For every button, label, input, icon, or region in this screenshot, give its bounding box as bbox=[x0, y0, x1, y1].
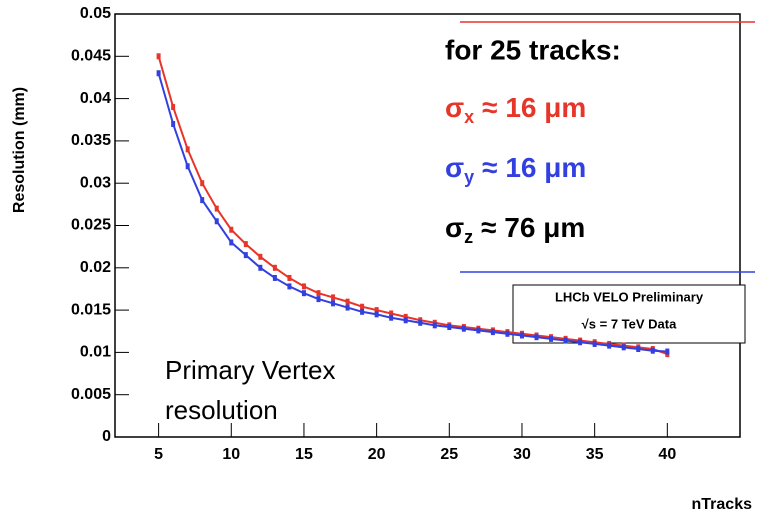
point bbox=[621, 344, 626, 351]
x-tick-label: 35 bbox=[586, 446, 604, 463]
point bbox=[301, 283, 306, 290]
point bbox=[578, 339, 583, 346]
x-tick-label: 5 bbox=[154, 446, 163, 463]
sigma-text: ≈ 16 μm bbox=[482, 92, 586, 123]
x-tick-label: 30 bbox=[513, 446, 531, 463]
x-tick-label: 40 bbox=[658, 446, 676, 463]
y-tick-label: 0.045 bbox=[71, 48, 111, 65]
fit-line bbox=[157, 72, 668, 353]
y-tick-label: 0 bbox=[102, 428, 111, 445]
point bbox=[534, 334, 539, 341]
x-tick-label: 25 bbox=[440, 446, 458, 463]
y-tick-label: 0.015 bbox=[71, 301, 111, 318]
point bbox=[607, 342, 612, 349]
point bbox=[258, 253, 263, 260]
y-tick-label: 0.005 bbox=[71, 386, 111, 403]
x-tick-label: 20 bbox=[368, 446, 386, 463]
point bbox=[185, 163, 190, 170]
sigma-annotation: σy ≈ 16 μm bbox=[445, 152, 586, 186]
info-text: √s = 7 TeV Data bbox=[582, 316, 677, 331]
point bbox=[636, 346, 641, 353]
sigma-symbol: σ bbox=[445, 152, 464, 183]
point bbox=[200, 197, 205, 204]
point bbox=[432, 322, 437, 329]
point bbox=[476, 327, 481, 334]
point bbox=[287, 283, 292, 290]
y-tick-label: 0.03 bbox=[80, 174, 111, 191]
point bbox=[214, 218, 219, 225]
note-text: Primary Vertex bbox=[165, 355, 336, 385]
info-text: LHCb VELO Preliminary bbox=[555, 289, 704, 304]
point bbox=[389, 314, 394, 321]
sigma-sub: z bbox=[464, 227, 473, 247]
sigma-text: ≈ 16 μm bbox=[482, 152, 586, 183]
point bbox=[243, 252, 248, 259]
fit-line bbox=[157, 56, 668, 356]
point bbox=[461, 325, 466, 332]
annotation-header: for 25 tracks: bbox=[445, 34, 621, 65]
info-box bbox=[512, 284, 746, 344]
point bbox=[403, 317, 408, 324]
sigma-symbol: σ bbox=[445, 212, 464, 243]
point bbox=[345, 304, 350, 311]
point bbox=[272, 264, 277, 271]
sigma-symbol: σ bbox=[445, 92, 464, 123]
point bbox=[505, 330, 510, 337]
point bbox=[374, 311, 379, 318]
point bbox=[287, 274, 292, 281]
point bbox=[301, 290, 306, 297]
point bbox=[258, 264, 263, 271]
sigma-annotation: σz ≈ 76 μm bbox=[445, 212, 585, 246]
note-text: resolution bbox=[165, 395, 278, 425]
point bbox=[650, 347, 655, 354]
point bbox=[156, 53, 161, 60]
point bbox=[447, 324, 452, 331]
point bbox=[171, 104, 176, 111]
point bbox=[549, 335, 554, 342]
point bbox=[185, 146, 190, 153]
y-axis-label: Resolution (mm) bbox=[11, 87, 28, 213]
y-tick-label: 0.035 bbox=[71, 132, 111, 149]
point bbox=[592, 340, 597, 347]
sigma-sub: x bbox=[464, 107, 474, 127]
point bbox=[360, 308, 365, 315]
point bbox=[374, 307, 379, 314]
point bbox=[563, 337, 568, 344]
point bbox=[229, 226, 234, 233]
x-tick-label: 15 bbox=[295, 446, 313, 463]
point bbox=[490, 329, 495, 336]
point bbox=[316, 296, 321, 303]
point bbox=[418, 319, 423, 326]
y-tick-label: 0.02 bbox=[80, 259, 111, 276]
point bbox=[156, 70, 161, 77]
point bbox=[331, 294, 336, 301]
y-tick-label: 0.01 bbox=[80, 344, 111, 361]
point bbox=[272, 274, 277, 281]
sigma-text: ≈ 76 μm bbox=[481, 212, 585, 243]
point bbox=[403, 313, 408, 320]
x-axis-label: nTracks bbox=[692, 496, 753, 513]
point bbox=[316, 290, 321, 297]
y-tick-label: 0.04 bbox=[80, 90, 111, 107]
point bbox=[243, 241, 248, 248]
point bbox=[214, 205, 219, 212]
y-tick-label: 0.025 bbox=[71, 217, 111, 234]
point bbox=[200, 180, 205, 187]
sigma-sub: y bbox=[464, 167, 474, 187]
point bbox=[519, 332, 524, 339]
point bbox=[345, 298, 350, 305]
x-tick-label: 10 bbox=[222, 446, 240, 463]
y-tick-label: 0.05 bbox=[80, 5, 111, 22]
point bbox=[389, 310, 394, 317]
point bbox=[229, 239, 234, 246]
sigma-annotation: σx ≈ 16 μm bbox=[445, 92, 586, 126]
point bbox=[665, 348, 670, 355]
point bbox=[331, 300, 336, 307]
point bbox=[360, 303, 365, 310]
point bbox=[171, 120, 176, 127]
